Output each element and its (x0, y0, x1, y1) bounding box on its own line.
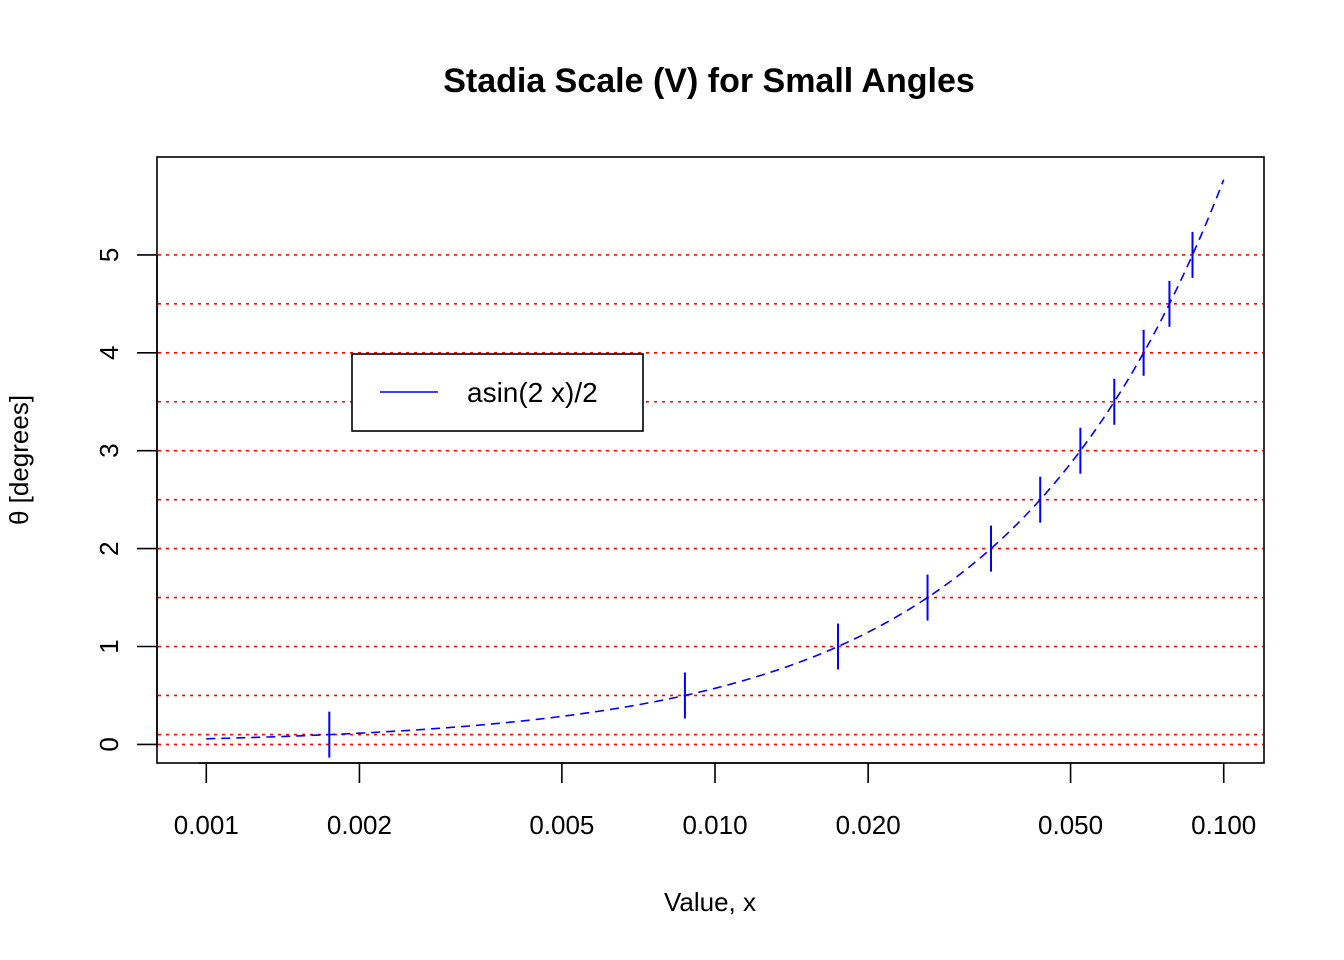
series-line (206, 179, 1225, 740)
y-tick-label: 5 (94, 248, 124, 262)
y-axis: 0 1 2 3 4 5 (94, 248, 158, 752)
x-tick-label: 0.010 (682, 810, 747, 840)
y-tick-label: 0 (94, 737, 124, 751)
y-tick-label: 2 (94, 541, 124, 555)
x-tick-label: 0.100 (1191, 810, 1256, 840)
x-tick-label: 0.005 (529, 810, 594, 840)
y-tick-label: 1 (94, 639, 124, 653)
plot-frame (156, 156, 1265, 764)
chart-title: Stadia Scale (V) for Small Angles (443, 62, 975, 100)
y-tick-label: 4 (94, 346, 124, 360)
x-tick-label: 0.001 (174, 810, 239, 840)
x-axis: 0.001 0.002 0.005 0.010 0.020 0.050 0.100 (174, 762, 1256, 840)
legend: asin(2 x)/2 (351, 353, 644, 432)
reference-lines (158, 254, 1263, 746)
marker-layer (328, 231, 1194, 758)
legend-label: asin(2 x)/2 (467, 377, 598, 408)
y-tick-label: 3 (94, 443, 124, 457)
x-axis-label: Value, x (664, 887, 756, 917)
y-axis-label: θ [degrees] (4, 395, 34, 525)
x-tick-label: 0.002 (327, 810, 392, 840)
x-tick-label: 0.020 (836, 810, 901, 840)
curve-layer (206, 179, 1225, 740)
x-tick-label: 0.050 (1038, 810, 1103, 840)
